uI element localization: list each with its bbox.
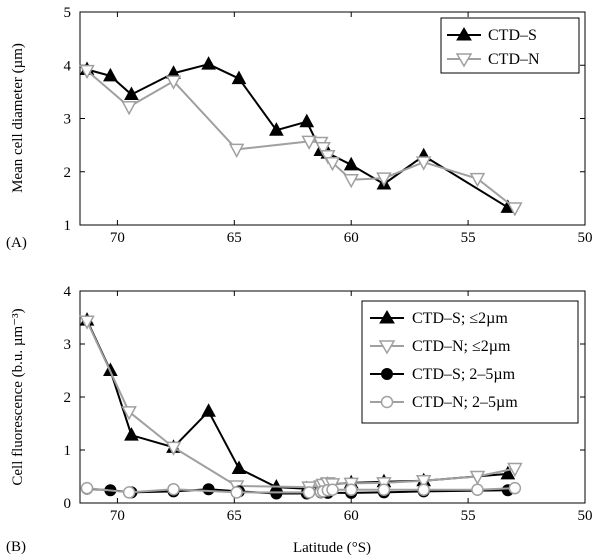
x-tick-label-55: 55 <box>461 230 476 246</box>
data-point-a-1-10 <box>376 172 392 187</box>
data-point-b-1-1 <box>121 406 137 421</box>
data-point-b-2-6 <box>270 487 283 500</box>
data-point-a-1-7 <box>320 150 336 165</box>
y-tick-label-4: 4 <box>64 284 72 300</box>
panel-b-series <box>79 312 523 500</box>
data-point-a-0-1 <box>103 67 118 82</box>
data-point-b-3-9 <box>344 483 358 496</box>
data-point-a-0-6 <box>269 122 284 136</box>
panel-b: Cell fluorescence (b.u. µm⁻³) (B) Latitu… <box>6 284 593 556</box>
data-point-b-2-4 <box>202 483 215 496</box>
data-point-b-1-0 <box>79 315 95 330</box>
data-point-b-0-4 <box>201 403 216 417</box>
data-point-b-3-12 <box>471 483 484 496</box>
legend-a-label-ctd-n: CTD–N <box>488 51 540 68</box>
panel-a-ticks: 70 65 60 55 50 1 2 3 4 5 <box>64 5 593 246</box>
data-point-b-1-13 <box>507 462 523 478</box>
x-tick-label-60: 60 <box>344 508 359 524</box>
legend-b-marker-n-small <box>378 340 396 355</box>
data-point-a-0-5 <box>231 70 247 85</box>
legend-b-label-s-large: CTD–S; 2–5µm <box>412 366 516 383</box>
y-tick-label-4: 4 <box>64 58 72 74</box>
panel-b-legend: CTD–S; ≤2µm CTD–N; ≤2µm CTD–S; 2–5µm CTD… <box>361 300 579 424</box>
data-point-a-1-4 <box>301 135 317 150</box>
data-point-a-1-11 <box>415 156 432 171</box>
data-point-b-1-12 <box>469 470 486 486</box>
panel-b-y-axis-label: Cell fluorescence (b.u. µm⁻³) <box>10 308 26 485</box>
series-line-a-0 <box>86 63 509 209</box>
y-tick-label-3: 3 <box>64 337 72 353</box>
legend-b-marker-s-small <box>379 310 395 324</box>
legend-a-marker-ctd-n <box>455 53 473 68</box>
x-tick-label-60: 60 <box>344 230 359 246</box>
panel-a: Mean cell diameter (µm) (A) 70 65 60 55 50 1 2… <box>6 5 593 251</box>
x-tick-label-65: 65 <box>227 508 242 524</box>
data-point-a-0-2 <box>124 86 139 101</box>
y-tick-label-0: 0 <box>64 496 72 512</box>
data-point-b-0-13 <box>500 465 516 480</box>
data-point-a-1-0 <box>79 64 95 80</box>
data-point-a-0-7 <box>299 113 315 128</box>
panel-a-legend: CTD–S CTD–N <box>440 17 580 74</box>
data-point-a-1-6 <box>315 142 331 157</box>
x-tick-label-70: 70 <box>110 508 125 524</box>
x-tick-label-70: 70 <box>110 230 125 246</box>
data-point-b-0-2 <box>124 427 139 441</box>
y-tick-label-3: 3 <box>64 112 72 128</box>
legend-b-marker-s-large <box>381 368 393 380</box>
y-tick-label-2: 2 <box>64 165 72 181</box>
data-point-a-0-4 <box>201 56 216 70</box>
y-tick-label-5: 5 <box>64 5 72 21</box>
data-point-a-1-13 <box>507 202 523 217</box>
data-point-b-0-5 <box>231 460 247 475</box>
y-tick-label-1: 1 <box>64 218 72 234</box>
legend-a-marker-ctd-s <box>456 27 472 41</box>
x-tick-label-50: 50 <box>578 230 593 246</box>
panel-b-x-axis-label: Latitude (°S) <box>293 540 371 556</box>
panel-b-tag: (B) <box>6 539 26 555</box>
series-line-a-1 <box>86 69 516 209</box>
data-point-b-3-1 <box>122 486 136 499</box>
x-tick-label-65: 65 <box>227 230 242 246</box>
data-point-a-1-3 <box>228 143 245 158</box>
data-point-b-3-13 <box>508 481 522 495</box>
y-tick-label-2: 2 <box>64 390 72 406</box>
legend-b-label-n-small: CTD–N; ≤2µm <box>412 338 511 355</box>
panel-a-tag: (A) <box>6 235 27 251</box>
x-tick-label-50: 50 <box>578 508 593 524</box>
data-point-a-1-8 <box>324 156 341 172</box>
data-point-b-3-10 <box>377 483 391 496</box>
data-point-b-3-4 <box>302 486 316 499</box>
panel-a-series <box>79 56 523 217</box>
data-point-a-0-10 <box>343 156 359 171</box>
legend-b-marker-n-large <box>380 395 394 409</box>
panel-b-ticks: 70 65 60 55 50 0 1 2 3 4 <box>64 284 593 524</box>
data-point-a-1-12 <box>469 172 486 188</box>
data-point-b-1-2 <box>165 441 182 456</box>
data-point-b-3-11 <box>417 483 430 496</box>
panel-a-y-axis-label: Mean cell diameter (µm) <box>10 43 26 193</box>
data-point-b-1-11 <box>415 474 432 490</box>
data-point-a-1-2 <box>165 75 182 90</box>
data-point-b-3-3 <box>230 486 243 499</box>
data-point-b-3-0 <box>80 481 94 495</box>
data-point-b-3-2 <box>167 482 180 496</box>
legend-a-label-ctd-s: CTD–S <box>488 27 537 44</box>
legend-b-label-n-large: CTD–N; 2–5µm <box>412 394 518 411</box>
data-point-a-1-1 <box>121 101 137 116</box>
x-tick-label-55: 55 <box>461 508 476 524</box>
data-point-b-3-8 <box>326 483 339 496</box>
y-tick-label-1: 1 <box>64 443 72 459</box>
data-point-a-1-9 <box>343 173 359 189</box>
legend-b-label-s-small: CTD–S; ≤2µm <box>412 310 508 327</box>
